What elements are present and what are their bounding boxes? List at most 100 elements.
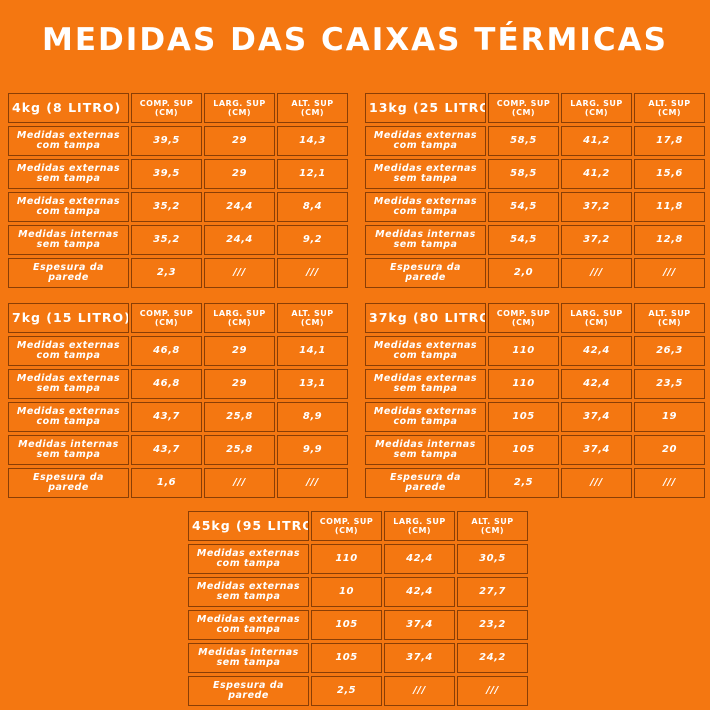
- col-header-alt: ALT. SUP (CM): [277, 93, 348, 123]
- cell-alt: 9,9: [277, 435, 348, 465]
- col-header-alt: ALT. SUP (CM): [277, 303, 348, 333]
- cell-comp: 110: [311, 544, 382, 574]
- table-title: 45kg (95 LITRO): [188, 511, 309, 541]
- cell-comp: 105: [488, 435, 559, 465]
- cell-comp: 46,8: [131, 369, 202, 399]
- row-label: Medidas internas sem tampa: [365, 225, 486, 255]
- cell-alt: 20: [634, 435, 705, 465]
- cell-larg: 41,2: [561, 126, 632, 156]
- cell-comp: 39,5: [131, 159, 202, 189]
- row-label: Medidas externas sem tampa: [365, 159, 486, 189]
- cell-comp: 2,5: [488, 468, 559, 498]
- row-label: Medidas externas com tampa: [365, 126, 486, 156]
- row-label: Medidas externas com tampa: [8, 192, 129, 222]
- cell-larg: 29: [204, 336, 275, 366]
- cell-alt: ///: [457, 676, 528, 706]
- cell-larg: 37,2: [561, 225, 632, 255]
- col-header-alt: ALT. SUP (CM): [634, 303, 705, 333]
- cell-alt: 14,3: [277, 126, 348, 156]
- cell-alt: 17,8: [634, 126, 705, 156]
- col-header-larg: LARG. SUP (CM): [384, 511, 455, 541]
- row-label: Medidas externas com tampa: [365, 336, 486, 366]
- row-label: Espesura da parede: [8, 468, 129, 498]
- cell-alt: 12,1: [277, 159, 348, 189]
- row-label: Medidas externas sem tampa: [8, 369, 129, 399]
- row-label: Medidas externas com tampa: [365, 192, 486, 222]
- page-title: MEDIDAS DAS CAIXAS TÉRMICAS: [42, 22, 668, 58]
- cell-alt: 24,2: [457, 643, 528, 673]
- row-label: Medidas internas sem tampa: [188, 643, 309, 673]
- cell-comp: 43,7: [131, 402, 202, 432]
- col-header-comp: COMP. SUP (CM): [311, 511, 382, 541]
- table-title: 4kg (8 LITRO): [8, 93, 129, 123]
- cell-comp: 43,7: [131, 435, 202, 465]
- col-header-larg: LARG. SUP (CM): [561, 303, 632, 333]
- cell-comp: 110: [488, 336, 559, 366]
- cell-comp: 105: [311, 610, 382, 640]
- col-header-comp: COMP. SUP (CM): [131, 93, 202, 123]
- table-45kg: 45kg (95 LITRO) COMP. SUP (CM) LARG. SUP(…: [188, 511, 528, 706]
- col-header-larg: LARG. SUP (CM): [204, 93, 275, 123]
- col-header-comp: COMP. SUP (CM): [131, 303, 202, 333]
- row-label: Medidas externas com tampa: [8, 126, 129, 156]
- cell-larg: 29: [204, 369, 275, 399]
- table-7kg: 7kg (15 LITRO) COMP. SUP (CM) LARG. SUP (C…: [8, 303, 348, 498]
- cell-larg: 37,4: [561, 402, 632, 432]
- row-label: Espesura da parede: [365, 468, 486, 498]
- cell-alt: 15,6: [634, 159, 705, 189]
- cell-alt: 8,4: [277, 192, 348, 222]
- cell-larg: 37,2: [561, 192, 632, 222]
- row-label: Medidas externas com tampa: [188, 610, 309, 640]
- row-label: Espesura da parede: [8, 258, 129, 288]
- cell-larg: 37,4: [384, 610, 455, 640]
- cell-larg: ///: [204, 258, 275, 288]
- cell-comp: 10: [311, 577, 382, 607]
- cell-alt: 11,8: [634, 192, 705, 222]
- cell-comp: 35,2: [131, 192, 202, 222]
- cell-comp: 105: [311, 643, 382, 673]
- cell-larg: 37,4: [384, 643, 455, 673]
- row-label: Espesura da parede: [365, 258, 486, 288]
- cell-larg: 25,8: [204, 402, 275, 432]
- table-title: 37kg (80 LITRO): [365, 303, 486, 333]
- row-label: Espesura da parede: [188, 676, 309, 706]
- col-header-larg: LARG. SUP (CM): [561, 93, 632, 123]
- cell-larg: 25,8: [204, 435, 275, 465]
- col-header-comp: COMP. SUP (CM): [488, 93, 559, 123]
- col-header-comp: COMP. SUP (CM): [488, 303, 559, 333]
- cell-comp: 105: [488, 402, 559, 432]
- cell-alt: ///: [277, 258, 348, 288]
- cell-comp: 54,5: [488, 192, 559, 222]
- row-label: Medidas internas sem tampa: [8, 435, 129, 465]
- col-header-larg: LARG. SUP (CM): [204, 303, 275, 333]
- cell-larg: 42,4: [561, 369, 632, 399]
- row-label: Medidas externas com tampa: [365, 402, 486, 432]
- cell-comp: 110: [488, 369, 559, 399]
- cell-alt: 19: [634, 402, 705, 432]
- cell-larg: 24,4: [204, 192, 275, 222]
- row-label: Medidas externas com tampa: [8, 336, 129, 366]
- table-title: 7kg (15 LITRO): [8, 303, 129, 333]
- cell-alt: ///: [634, 468, 705, 498]
- row-label: Medidas externas sem tampa: [365, 369, 486, 399]
- cell-comp: 54,5: [488, 225, 559, 255]
- cell-alt: 9,2: [277, 225, 348, 255]
- row-label: Medidas internas sem tampa: [365, 435, 486, 465]
- cell-comp: 46,8: [131, 336, 202, 366]
- cell-alt: 23,5: [634, 369, 705, 399]
- cell-alt: 26,3: [634, 336, 705, 366]
- cell-larg: ///: [384, 676, 455, 706]
- cell-larg: 41,2: [561, 159, 632, 189]
- cell-comp: 58,5: [488, 126, 559, 156]
- table-13kg: 13kg (25 LITRO) COMP. SUP (CM) LARG. SUP(…: [365, 93, 705, 288]
- cell-alt: 14,1: [277, 336, 348, 366]
- cell-comp: 2,5: [311, 676, 382, 706]
- cell-alt: 23,2: [457, 610, 528, 640]
- cell-comp: 2,3: [131, 258, 202, 288]
- cell-alt: ///: [277, 468, 348, 498]
- cell-comp: 1,6: [131, 468, 202, 498]
- table-4kg: 4kg (8 LITRO) COMP. SUP (CM) LARG. SUP (CM…: [8, 93, 348, 288]
- cell-alt: 8,9: [277, 402, 348, 432]
- row-label: Medidas externas com tampa: [8, 402, 129, 432]
- table-37kg: 37kg (80 LITRO) COMP. SUP (CM) LARG. SUP(…: [365, 303, 705, 498]
